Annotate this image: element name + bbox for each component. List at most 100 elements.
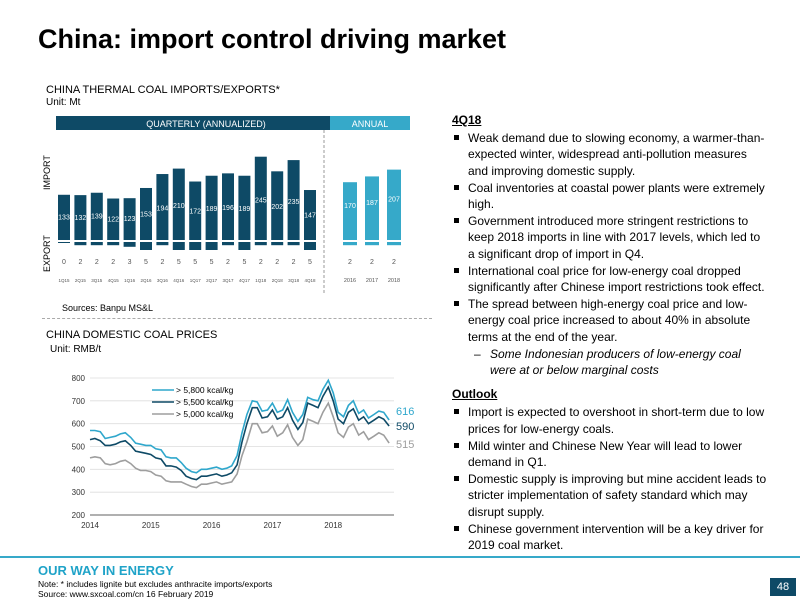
export-bar [387, 242, 401, 246]
price-series-line [89, 401, 390, 489]
export-bar [123, 242, 136, 247]
import-value-label: 139 [91, 214, 103, 221]
import-value-label: 153 [140, 212, 152, 219]
chart2-svg: 200 300 400 500 600 700 800 2014 2015 2016 2017 201… [72, 374, 415, 530]
y-tick-label: 200 [72, 511, 86, 520]
price-series-line [90, 378, 390, 474]
brand-tagline: OUR WAY IN ENERGY [38, 563, 174, 578]
y-tick-label: 300 [72, 488, 86, 497]
import-bar [74, 195, 87, 240]
series-end-label: 616 [396, 406, 414, 418]
chart1-unit: Unit: Mt [46, 97, 81, 108]
import-value-label: 170 [344, 203, 356, 210]
import-bar [205, 175, 218, 240]
import-bar [123, 198, 136, 240]
quarterly-banner [56, 116, 357, 130]
category-tick-label: 1Q18 [255, 278, 267, 283]
category-tick-label: 2017 [366, 278, 378, 284]
x-tick-label: 2014 [81, 521, 99, 530]
import-bar [58, 194, 70, 240]
export-bar [74, 242, 87, 246]
import-bar [365, 176, 379, 240]
export-value-label: 3 [128, 259, 132, 266]
import-value-label: 122 [107, 216, 119, 223]
export-bar [140, 242, 152, 250]
export-bar [222, 242, 234, 246]
category-tick-label: 4Q16 [173, 278, 185, 283]
import-axis-label: IMPORT [42, 155, 52, 190]
export-value-label: 2 [348, 259, 352, 266]
export-bar [365, 242, 379, 246]
sub-bullet-item: – Some Indonesian producers of low-energy… [452, 346, 770, 378]
bullet-item: Weak demand due to slowing economy, a wa… [452, 130, 770, 179]
y-tick-label: 600 [72, 420, 86, 429]
export-value-label: 2 [111, 259, 115, 266]
price-series-line [89, 385, 390, 481]
export-value-label: 2 [160, 259, 164, 266]
import-value-label: 245 [255, 198, 267, 205]
category-tick-label: 1Q16 [124, 278, 136, 283]
source-note: Source: www.sxcoal.com/cn 16 February 20… [38, 589, 214, 599]
annual-banner-label: ANNUAL [352, 119, 389, 129]
import-value-label: 194 [157, 205, 169, 212]
category-tick-label: 1Q17 [190, 278, 202, 283]
import-value-label: 172 [189, 209, 201, 216]
import-value-label: 210 [173, 203, 185, 210]
bullet-item: Chinese government intervention will be … [452, 521, 770, 553]
list-outlook: Import is expected to overshoot in short… [452, 404, 770, 553]
import-value-label: 189 [206, 206, 218, 213]
commentary: 4Q18 Weak demand due to slowing economy,… [452, 112, 770, 554]
export-value-label: 5 [193, 259, 197, 266]
export-bar [287, 242, 300, 246]
y-tick-label: 800 [72, 374, 86, 383]
category-tick-label: 4Q15 [108, 278, 120, 283]
export-bar [271, 242, 284, 246]
import-value-label: 202 [271, 204, 283, 211]
bullet-item: Coal inventories at coastal power plants… [452, 180, 770, 212]
page-number: 48 [770, 578, 796, 596]
export-bar [172, 242, 185, 250]
import-bar [189, 181, 202, 240]
category-tick-label: 2016 [344, 278, 356, 284]
category-tick-label: 2Q18 [272, 278, 284, 283]
import-bar [222, 173, 234, 240]
export-bar [205, 242, 218, 250]
chart1-source: Sources: Banpu MS&L [62, 303, 154, 313]
footnote: Note: * includes lignite but excludes an… [38, 579, 273, 589]
import-bar [238, 175, 251, 240]
import-bar [107, 198, 120, 240]
import-value-label: 132 [75, 215, 87, 222]
export-value-label: 2 [78, 259, 82, 266]
list-4q18: Weak demand due to slowing economy, a wa… [452, 130, 770, 378]
import-bar [304, 190, 316, 240]
export-value-label: 5 [242, 259, 246, 266]
x-tick-label: 2016 [203, 521, 221, 530]
export-bar [107, 242, 120, 246]
export-value-label: 2 [370, 259, 374, 266]
export-value-label: 2 [226, 259, 230, 266]
y-tick-label: 400 [72, 465, 86, 474]
chart1-svg: QUARTERLY (ANNUALIZED) ANNUAL IMPORT EXP… [42, 116, 410, 295]
export-bar [304, 242, 316, 250]
import-value-label: 133 [58, 215, 70, 222]
section-divider [42, 318, 432, 319]
export-bar [254, 242, 267, 246]
category-tick-label: 3Q17 [222, 278, 234, 283]
import-bar [140, 187, 152, 240]
category-tick-label: 3Q18 [288, 278, 300, 283]
export-bar [343, 242, 357, 246]
category-tick-label: 3Q16 [157, 278, 169, 283]
bullet-item: The spread between high-energy coal pric… [452, 296, 770, 345]
category-tick-label: 2018 [388, 278, 400, 284]
sub-bullet-dash: – [474, 346, 481, 361]
export-value-label: 2 [275, 259, 279, 266]
footer-rule [0, 556, 800, 558]
heading-outlook: Outlook [452, 387, 498, 402]
category-tick-label: 2Q17 [206, 278, 218, 283]
export-bar [189, 242, 202, 250]
export-axis-label: EXPORT [42, 235, 52, 272]
export-bar [156, 242, 169, 246]
import-value-label: 187 [366, 200, 378, 207]
export-value-label: 5 [210, 259, 214, 266]
category-tick-label: 1Q15 [58, 278, 70, 283]
